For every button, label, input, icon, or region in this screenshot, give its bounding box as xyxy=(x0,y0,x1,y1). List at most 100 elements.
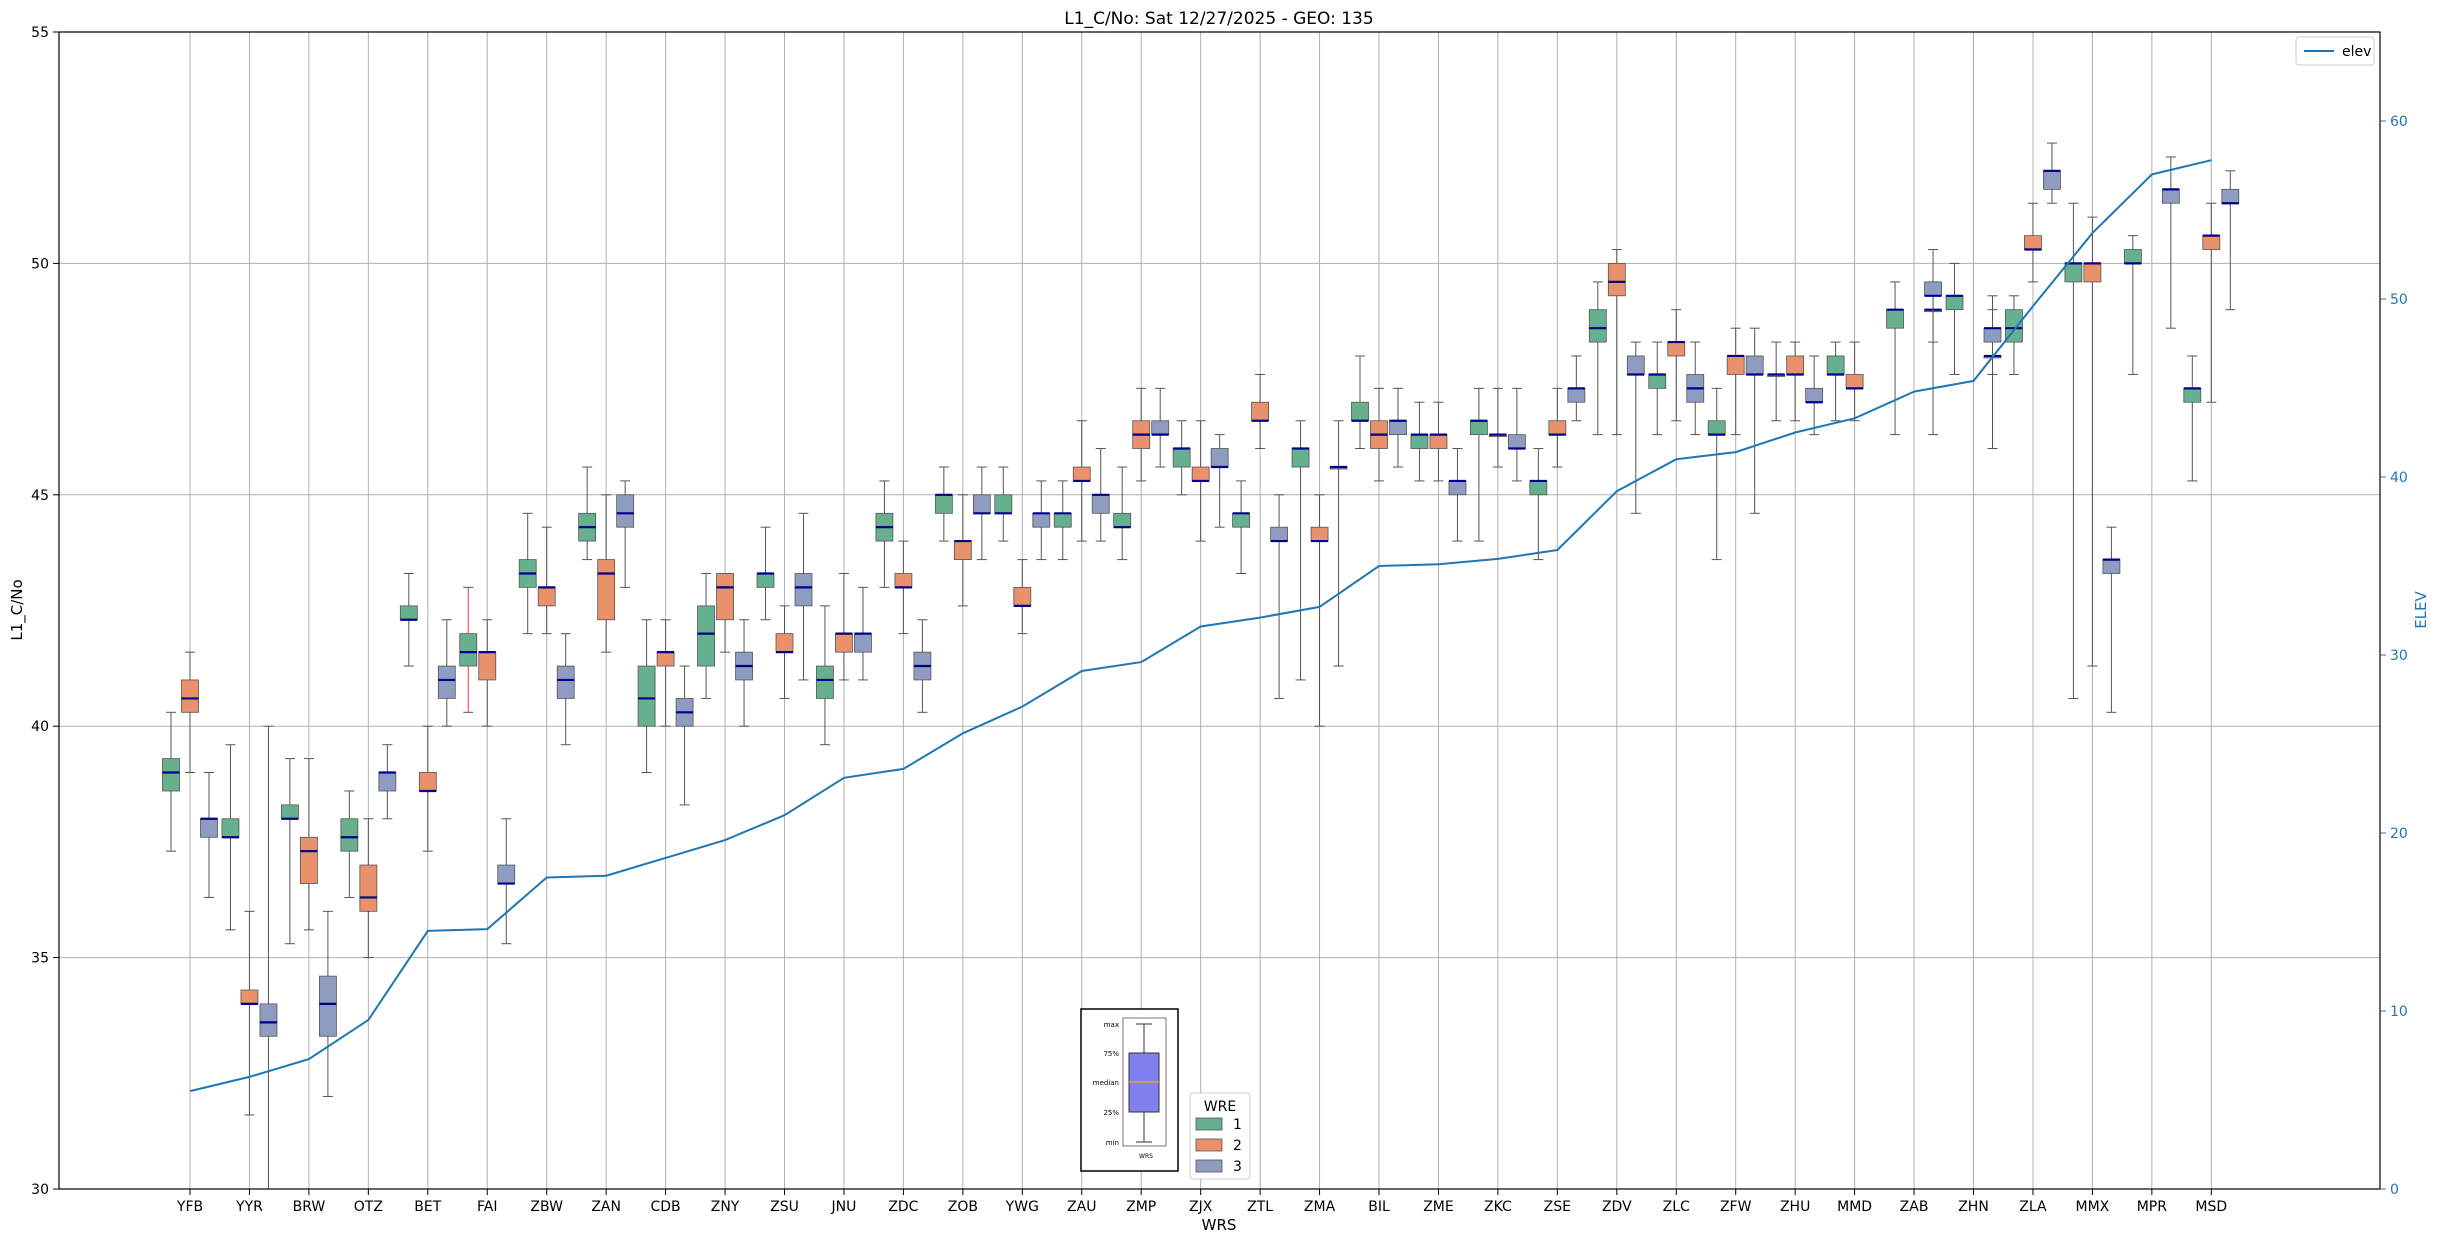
x-tick-label-ztl: ZTL xyxy=(1247,1199,1273,1215)
box-mmd-wre1 xyxy=(1826,341,1845,422)
wre-legend-swatch-1 xyxy=(1195,1117,1223,1131)
box-zob-wre3 xyxy=(972,466,991,561)
iqr-box xyxy=(1924,281,1942,297)
x-tick-label-mpr: MPR xyxy=(2137,1199,2168,1215)
y2-tick-label: 50 xyxy=(2390,292,2408,308)
box-jnu-wre3 xyxy=(854,586,872,681)
box-zjx-wre3 xyxy=(1210,434,1229,528)
iqr-box xyxy=(656,651,675,667)
plot-frame xyxy=(58,31,2381,1190)
iqr-box xyxy=(2221,188,2240,204)
x-tick-label-yfb: YFB xyxy=(176,1199,203,1215)
box-zfw-wre1 xyxy=(1707,387,1726,561)
iqr-box xyxy=(1291,448,1310,468)
box-zse-wre1 xyxy=(1529,448,1548,561)
iqr-box xyxy=(1567,387,1586,403)
box-zkc-wre3 xyxy=(1508,387,1526,482)
wre-legend-box xyxy=(1189,1092,1251,1180)
iqr-box xyxy=(240,989,259,1005)
box-fai-wre2 xyxy=(478,619,497,727)
box-brw-wre1 xyxy=(280,758,299,945)
box-yyr-wre1 xyxy=(221,744,240,931)
iqr-box xyxy=(1191,466,1210,482)
iqr-box xyxy=(1251,401,1269,422)
y2-tick-label: 10 xyxy=(2390,1004,2408,1020)
box-zdc-wre3 xyxy=(913,619,932,713)
box-zan-wre1 xyxy=(578,466,597,561)
x-tick-label-jnu: JNU xyxy=(831,1199,857,1215)
box-zlc-wre1 xyxy=(1648,341,1667,436)
iqr-box xyxy=(1210,448,1229,468)
iqr-box xyxy=(1470,420,1488,436)
box-mmx-wre1 xyxy=(2064,202,2083,699)
iqr-box xyxy=(1707,420,1726,436)
box-zny-wre3 xyxy=(735,619,753,727)
box-zfw-wre2 xyxy=(1726,327,1745,436)
box-brw-wre3 xyxy=(318,910,337,1097)
box-zbw-wre1 xyxy=(518,512,537,635)
box-zjx-wre1 xyxy=(1172,420,1191,496)
axes: 30 35 40 45 50 55 0 10 20 30 40 50 60 YFB YYR BRW OTZ BET… xyxy=(31,25,2408,1215)
x-tick-label-zma: ZMA xyxy=(1304,1199,1336,1215)
box-msd-wre2 xyxy=(2202,202,2221,403)
box-zhu-wre2 xyxy=(1786,341,1805,422)
iqr-box xyxy=(418,772,437,792)
iqr-box xyxy=(1310,526,1329,542)
iqr-box xyxy=(181,679,199,713)
box-otz-wre2 xyxy=(359,818,378,959)
wre-legend-title: WRE xyxy=(1204,1099,1236,1115)
box-zkc-wre1 xyxy=(1470,387,1488,542)
x-tick-label-zla: ZLA xyxy=(2019,1199,2047,1215)
box-mmx-wre2 xyxy=(2083,216,2102,667)
x-tick-label-bil: BIL xyxy=(1368,1199,1390,1215)
x-axis-label: WRS xyxy=(1202,1216,1237,1234)
x-tick-label-zse: ZSE xyxy=(1544,1199,1571,1215)
iqr-box xyxy=(1726,355,1745,375)
iqr-box xyxy=(162,758,180,792)
iqr-box xyxy=(2161,188,2180,204)
box-brw-wre2 xyxy=(299,758,318,931)
x-tick-label-zhu: ZHU xyxy=(1780,1199,1810,1215)
x-tick-label-otz: OTZ xyxy=(354,1199,383,1215)
box-yfb-wre3 xyxy=(200,771,218,898)
iqr-box xyxy=(2202,235,2221,250)
box-zab-wre1 xyxy=(1886,281,1904,436)
box-zma-wre3 xyxy=(1329,420,1348,667)
box-msd-wre3 xyxy=(2221,170,2240,311)
box-zob-wre1 xyxy=(934,466,953,542)
iqr-box xyxy=(399,605,418,621)
iqr-box xyxy=(1588,309,1607,343)
iqr-box xyxy=(1410,434,1429,449)
iqr-box xyxy=(1508,434,1526,449)
box-zjx-wre2 xyxy=(1191,420,1210,542)
inset-label-q1: 25% xyxy=(1103,1109,1119,1117)
iqr-box xyxy=(2102,559,2121,574)
elev-legend-box xyxy=(2295,36,2375,66)
y-tick-label: 55 xyxy=(31,25,49,41)
y2-tick-label: 0 xyxy=(2390,1182,2399,1198)
iqr-box xyxy=(221,818,240,838)
box-zbw-wre3 xyxy=(556,633,575,746)
iqr-box xyxy=(1745,355,1764,375)
iqr-box xyxy=(1053,512,1072,528)
iqr-box xyxy=(459,633,478,667)
box-zlc-wre2 xyxy=(1667,309,1686,422)
box-zdv-wre1 xyxy=(1588,281,1607,436)
x-tick-label-zan: ZAN xyxy=(591,1199,621,1215)
x-tick-label-yyr: YYR xyxy=(235,1199,263,1215)
x-tick-label-mmd: MMD xyxy=(1837,1199,1872,1215)
x-tick-label-zkc: ZKC xyxy=(1484,1199,1512,1215)
box-zdc-wre1 xyxy=(875,480,894,588)
iqr-box xyxy=(775,633,794,653)
box-bil-wre3 xyxy=(1389,387,1407,468)
box-zbw-wre2 xyxy=(537,526,556,635)
box-zkc-wre2 xyxy=(1489,387,1507,468)
iqr-box xyxy=(1845,374,1864,389)
box-ztl-wre3 xyxy=(1270,494,1288,699)
iqr-box xyxy=(1389,420,1407,436)
y-tick-label: 50 xyxy=(31,256,49,272)
elev-line xyxy=(189,159,2212,1093)
box-zme-wre3 xyxy=(1448,448,1467,542)
box-zse-wre3 xyxy=(1567,355,1586,422)
